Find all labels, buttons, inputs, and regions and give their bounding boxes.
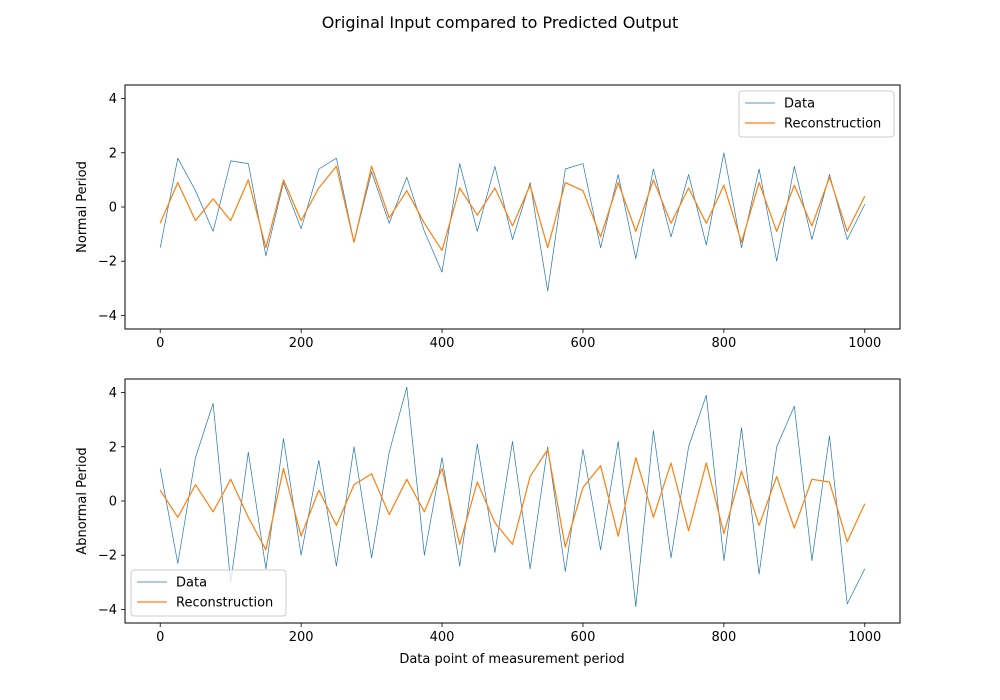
bottom-x-tick-label: 600 — [571, 630, 596, 645]
figure-title: Original Input compared to Predicted Out… — [322, 13, 679, 32]
top-y-tick-label: −4 — [98, 309, 117, 324]
top-plot-lines — [159, 152, 866, 292]
top-x-tick-label: 600 — [571, 336, 596, 351]
top-y-ticks: −4 −2 0 2 4 — [98, 92, 125, 324]
top-y-tick-label: 4 — [109, 92, 117, 107]
bottom-legend-box — [130, 569, 287, 617]
top-legend-box — [738, 90, 895, 138]
bottom-y-tick-label: −4 — [98, 603, 117, 618]
bottom-y-tick-label: 4 — [109, 386, 117, 401]
bottom-legend-reconstruction-label: Reconstruction — [176, 596, 273, 611]
bottom-y-tick-label: −2 — [98, 549, 117, 564]
bottom-x-tick-label: 800 — [711, 630, 736, 645]
bottom-y-ticks: −4 −2 0 2 4 — [98, 386, 125, 618]
top-y-tick-label: 2 — [109, 146, 117, 161]
top-legend-reconstruction-label: Reconstruction — [784, 117, 881, 132]
bottom-x-tick-label: 0 — [156, 630, 164, 645]
bottom-y-axis-label: Abnormal Period — [75, 447, 90, 554]
top-y-axis-label: Normal Period — [75, 161, 90, 253]
top-x-ticks: 0 200 400 600 800 1000 — [156, 329, 881, 351]
bottom-subplot: 0 200 400 600 800 1000 −4 −2 0 2 4 Abnormal Perio… — [75, 378, 901, 667]
bottom-series-reconstruction-line — [159, 448, 866, 551]
top-x-tick-label: 0 — [156, 336, 164, 351]
bottom-x-tick-label: 1000 — [848, 630, 881, 645]
bottom-x-ticks: 0 200 400 600 800 1000 — [156, 623, 881, 645]
bottom-x-axis-label: Data point of measurement period — [399, 652, 624, 667]
bottom-x-tick-label: 400 — [430, 630, 455, 645]
top-y-tick-label: −2 — [98, 255, 117, 270]
top-series-data-line — [159, 152, 866, 292]
bottom-x-tick-label: 200 — [289, 630, 314, 645]
bottom-legend: Data Reconstruction — [130, 569, 287, 617]
top-legend-data-label: Data — [784, 97, 815, 112]
top-x-tick-label: 1000 — [848, 336, 881, 351]
top-x-tick-label: 400 — [430, 336, 455, 351]
top-series-reconstruction-line — [159, 165, 866, 251]
top-x-tick-label: 800 — [711, 336, 736, 351]
top-y-tick-label: 0 — [109, 201, 117, 216]
bottom-series-data-line — [159, 386, 866, 608]
bottom-y-tick-label: 2 — [109, 440, 117, 455]
bottom-legend-data-label: Data — [176, 576, 207, 591]
bottom-y-tick-label: 0 — [109, 495, 117, 510]
bottom-plot-lines — [159, 386, 866, 608]
top-x-tick-label: 200 — [289, 336, 314, 351]
top-legend: Data Reconstruction — [738, 90, 895, 138]
